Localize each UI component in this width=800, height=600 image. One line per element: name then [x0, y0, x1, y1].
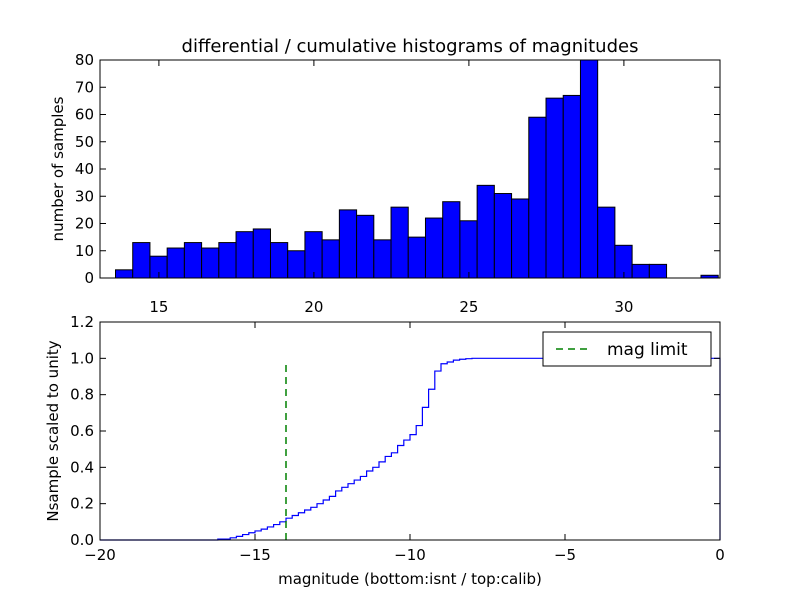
- histogram-bar: [287, 250, 306, 279]
- legend: mag limit: [542, 331, 712, 367]
- histogram-bar: [407, 236, 426, 279]
- bottom-axes-frame: [99, 321, 721, 541]
- bottom-y-tick-label: 0.8: [70, 386, 94, 404]
- histogram-bar: [373, 239, 392, 279]
- bottom-x-ticks: −20 −15 −10 −5 0: [84, 322, 725, 564]
- top-x-tick-label: 20: [304, 298, 323, 316]
- bottom-x-tick-label: 0: [715, 546, 725, 564]
- histogram-bar: [132, 242, 151, 279]
- histogram-bar: [562, 94, 581, 279]
- top-x-tick-label: 30: [614, 298, 633, 316]
- histogram-bar: [218, 242, 237, 279]
- histogram-bar: [511, 198, 530, 279]
- histogram-bar: [528, 116, 547, 279]
- bottom-y-tick-label: 0.6: [70, 422, 94, 440]
- top-y-tick-label: 70: [75, 78, 94, 96]
- bottom-y-tick-label: 1.0: [70, 349, 94, 367]
- bottom-y-tick-label: 0.2: [70, 495, 94, 513]
- cumulative-step-line: [100, 357, 721, 541]
- histogram-bar: [183, 242, 203, 279]
- top-y-tick-label: 10: [75, 242, 94, 260]
- histogram-bar: [304, 231, 323, 279]
- top-bars-group: [115, 59, 719, 279]
- bottom-x-tick-label: −5: [554, 546, 576, 564]
- histogram-bar: [579, 59, 599, 279]
- top-y-tick-label: 50: [75, 133, 94, 151]
- histogram-bar: [424, 217, 444, 279]
- top-axes-frame: [99, 59, 721, 279]
- histogram-bar: [648, 263, 668, 279]
- bottom-x-tick-label: −15: [239, 546, 271, 564]
- histogram-bar: [631, 263, 650, 279]
- histogram-bar: [545, 97, 564, 279]
- top-y-tick-label: 20: [75, 215, 94, 233]
- bottom-y-axis-label: Nsample scaled to unity: [44, 340, 62, 521]
- top-x-tick-label: 15: [149, 298, 168, 316]
- histogram-bar: [356, 214, 375, 279]
- top-x-ticks: 15 20 25 30: [149, 60, 633, 316]
- histogram-bar: [166, 247, 185, 279]
- histogram-bar: [442, 201, 461, 279]
- histogram-bar: [252, 228, 271, 279]
- histogram-bar: [476, 184, 495, 279]
- histogram-bar: [597, 206, 616, 279]
- top-histogram-axes: differential / cumulative histograms of …: [49, 36, 721, 316]
- histogram-bar: [493, 193, 513, 279]
- top-y-tick-label: 40: [75, 160, 94, 178]
- top-chart-title: differential / cumulative histograms of …: [182, 36, 639, 57]
- histogram-bar: [390, 206, 409, 279]
- top-y-axis-label: number of samples: [49, 96, 67, 241]
- top-y-tick-label: 30: [75, 187, 94, 205]
- bottom-x-tick-label: −20: [84, 546, 116, 564]
- legend-label-mag-limit: mag limit: [607, 340, 688, 360]
- histogram-bar: [115, 269, 134, 279]
- histogram-bar: [269, 242, 289, 279]
- bottom-x-tick-label: −10: [394, 546, 426, 564]
- top-y-tick-label: 60: [75, 106, 94, 124]
- top-x-tick-label: 25: [459, 298, 478, 316]
- bottom-y-tick-label: 1.2: [70, 313, 94, 331]
- histogram-bar: [459, 220, 478, 279]
- bottom-x-axis-label: magnitude (bottom:isnt / top:calib): [278, 570, 542, 588]
- histogram-bar: [321, 239, 340, 279]
- bottom-y-tick-label: 0.0: [70, 531, 94, 549]
- top-y-tick-label: 80: [75, 51, 94, 69]
- bottom-cumulative-axes: −20 −15 −10 −5 0 0.0 0.2 0.4 0.6 0.8 1.0 1.2 magni…: [44, 313, 725, 588]
- top-y-tick-label: 0: [84, 269, 94, 287]
- histogram-bar: [201, 247, 220, 279]
- bottom-y-ticks: 0.0 0.2 0.4 0.6 0.8 1.0 1.2: [70, 313, 720, 549]
- histogram-bar: [338, 209, 358, 279]
- bottom-y-tick-label: 0.4: [70, 458, 94, 476]
- histogram-bar: [235, 231, 254, 279]
